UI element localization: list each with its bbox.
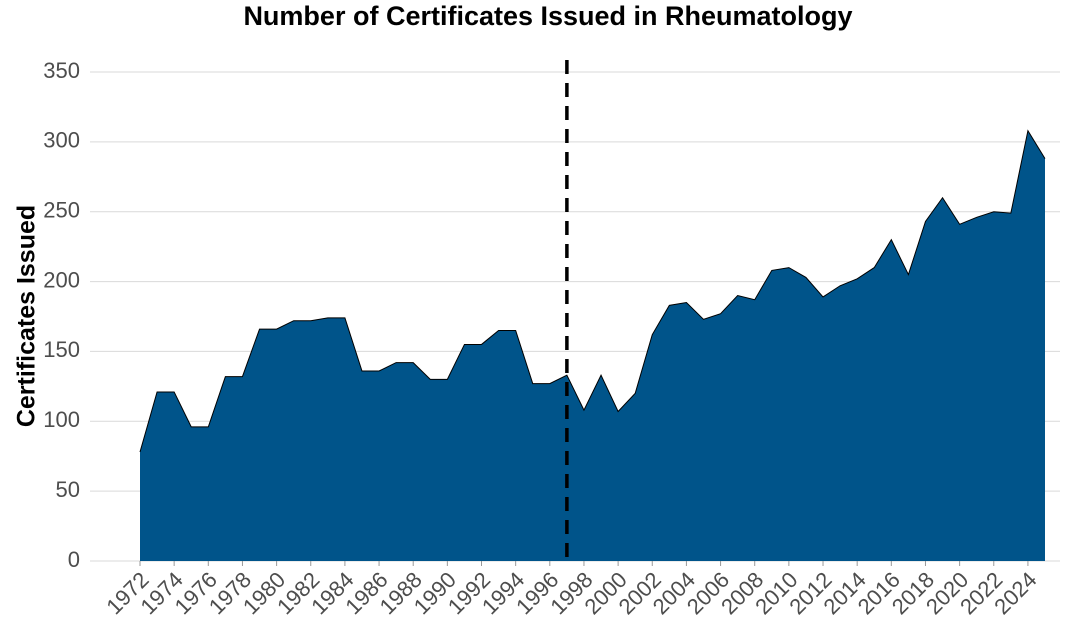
y-tick-label: 150 [43, 337, 80, 362]
y-tick-label: 0 [68, 547, 80, 572]
y-tick-label: 350 [43, 58, 80, 83]
y-tick-label: 50 [56, 477, 80, 502]
y-axis-title: Certificates Issued [13, 205, 41, 427]
y-tick-label: 200 [43, 267, 80, 292]
area [140, 130, 1045, 561]
chart-title: Number of Certificates Issued in Rheumat… [243, 1, 852, 31]
y-tick-label: 100 [43, 407, 80, 432]
area-outline [139, 129, 1046, 453]
y-tick-label: 300 [43, 128, 80, 153]
y-tick-label: 250 [43, 198, 80, 223]
